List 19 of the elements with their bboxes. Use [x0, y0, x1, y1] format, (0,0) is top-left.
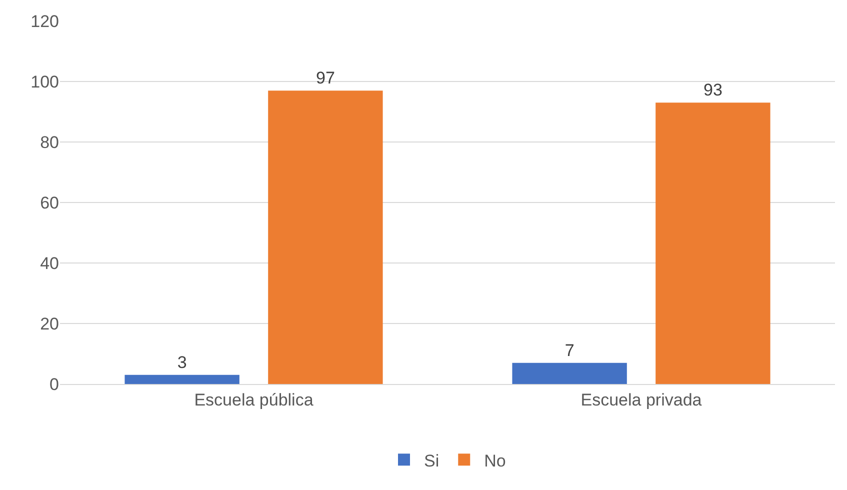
data-label: 3: [177, 352, 187, 372]
data-label: 97: [316, 68, 335, 88]
y-tick-label: 60: [40, 193, 59, 212]
legend-label: No: [484, 451, 506, 470]
bar: [512, 362, 627, 384]
y-tick-label: 80: [40, 132, 59, 152]
y-tick-label: 120: [30, 12, 59, 31]
y-tick-label: 0: [50, 374, 59, 394]
bar: [124, 374, 240, 384]
y-tick-label: 20: [40, 314, 59, 334]
y-tick-label: 100: [30, 72, 59, 92]
x-tick-label: Escuela pública: [194, 390, 314, 410]
bar: [656, 102, 770, 384]
bar: [268, 90, 383, 384]
data-label: 93: [703, 80, 722, 100]
legend-label: Si: [424, 451, 440, 470]
data-label: 7: [564, 340, 574, 360]
y-tick-label: 40: [40, 254, 59, 273]
x-tick-label: Escuela privada: [580, 390, 702, 410]
